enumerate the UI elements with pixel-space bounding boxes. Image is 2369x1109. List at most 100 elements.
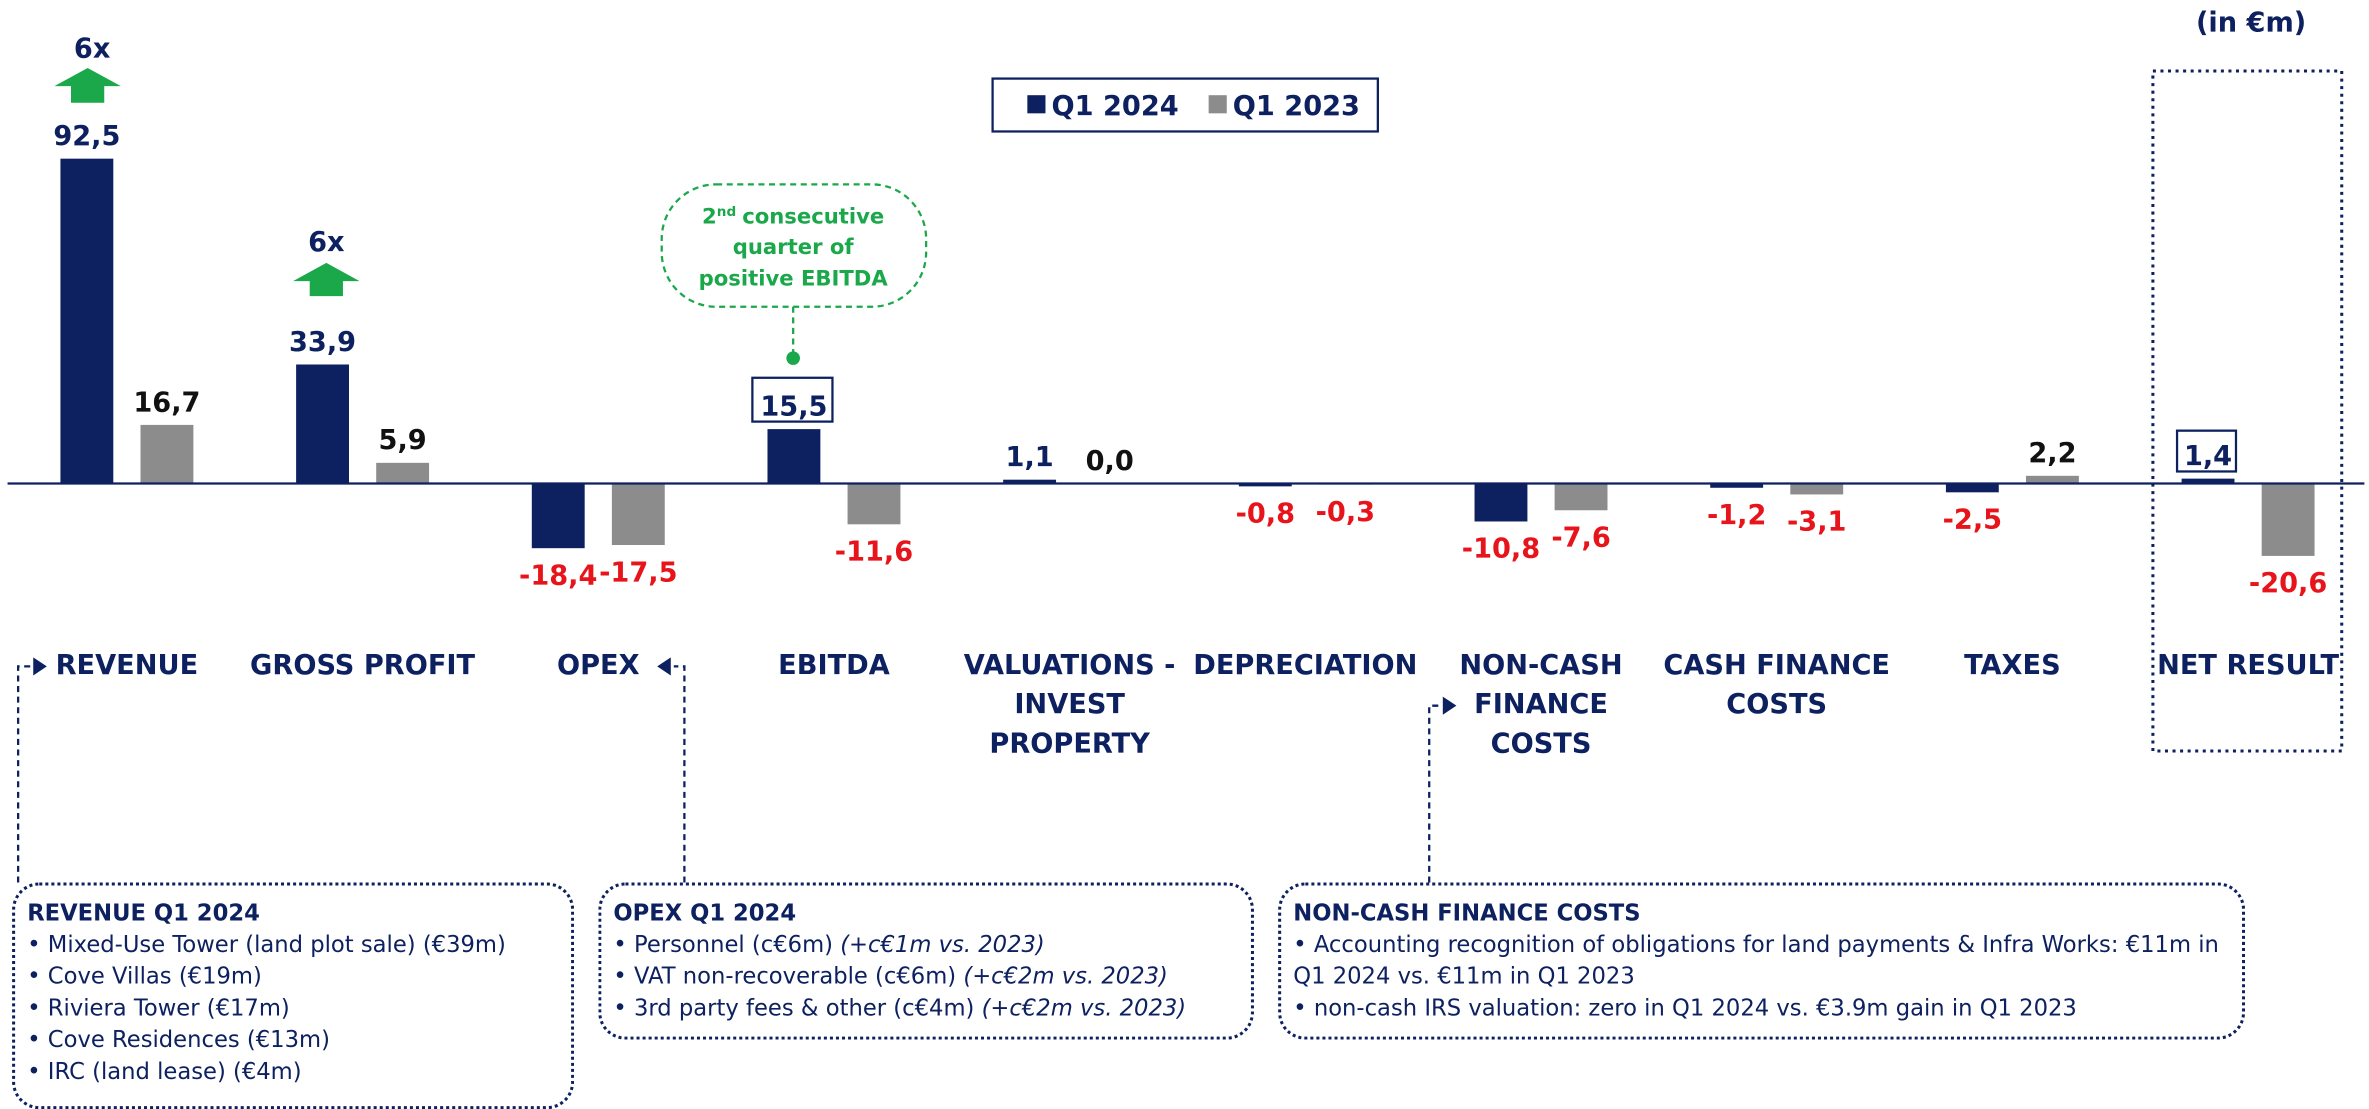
note-item: Accounting recognition of obligations fo… bbox=[1293, 929, 2230, 992]
callout-suffix: nd bbox=[717, 204, 736, 220]
bar bbox=[611, 483, 665, 546]
label-box bbox=[2175, 429, 2238, 473]
note-text: Cove Villas (€19m) bbox=[47, 962, 262, 990]
value-label: 1,4 bbox=[2184, 441, 2232, 472]
callout-ordinal: 2 bbox=[702, 204, 717, 229]
note-box: REVENUE Q1 2024 Mixed-Use Tower (land plo… bbox=[12, 882, 575, 1109]
bar bbox=[1554, 483, 1608, 511]
callout-line: quarter of bbox=[733, 234, 855, 259]
value-label: -1,2 bbox=[1707, 500, 1766, 531]
legend-frame bbox=[991, 77, 1379, 133]
bar bbox=[1790, 483, 1844, 495]
note-box: NON-CASH FINANCE COSTS Accounting recogni… bbox=[1278, 882, 2246, 1040]
note-text: Cove Residences (€13m) bbox=[47, 1026, 330, 1054]
value-label: -11,6 bbox=[835, 537, 913, 568]
legend-label: Q1 2023 bbox=[1233, 91, 1360, 122]
note-item: IRC (land lease) (€4m) bbox=[27, 1056, 559, 1088]
bar bbox=[2181, 478, 2235, 484]
category-label: VALUATIONS - INVEST PROPERTY bbox=[963, 649, 1176, 761]
label-box bbox=[751, 376, 834, 423]
note-comment: (+c€1m vs. 2023) bbox=[840, 930, 1045, 959]
note-text: VAT non-recoverable (c€6m) bbox=[633, 962, 957, 990]
bar bbox=[767, 429, 821, 484]
note-item: Cove Villas (€19m) bbox=[27, 961, 559, 993]
bar bbox=[376, 462, 430, 484]
bar bbox=[60, 158, 114, 484]
value-label: 0,0 bbox=[1086, 446, 1134, 477]
bar bbox=[1003, 479, 1057, 484]
callout-line: positive EBITDA bbox=[699, 266, 889, 291]
bar bbox=[531, 483, 585, 549]
unit-note: (in €m) bbox=[2196, 8, 2306, 39]
bar bbox=[1945, 483, 1999, 493]
note-item: Cove Residences (€13m) bbox=[27, 1025, 559, 1057]
note-item: 3rd party fees & other (c€4m) (+c€2m vs.… bbox=[613, 993, 1238, 1025]
note-comment: (+c€2m vs. 2023) bbox=[963, 962, 1168, 990]
growth-arrow bbox=[54, 67, 121, 103]
note-item: non-cash IRS valuation: zero in Q1 2024 … bbox=[1293, 993, 2230, 1025]
note-comment: (+c€2m vs. 2023) bbox=[981, 994, 1187, 1022]
bar bbox=[140, 424, 194, 484]
note-text: 3rd party fees & other (c€4m) bbox=[633, 994, 975, 1022]
category-label: NON-CASH FINANCE COSTS bbox=[1459, 649, 1623, 761]
note-box: OPEX Q1 2024Personnel (c€6m) (+c€1m vs. … bbox=[598, 882, 1254, 1040]
legend-swatch bbox=[1208, 95, 1227, 114]
value-label: -3,1 bbox=[1787, 507, 1846, 538]
category-label: DEPRECIATION bbox=[1193, 649, 1418, 682]
legend-swatch bbox=[1027, 95, 1046, 114]
growth-badge: 6x bbox=[308, 227, 345, 258]
note-text: Mixed-Use Tower (land plot sale) (€39m) bbox=[47, 930, 506, 959]
note-title: REVENUE Q1 2024 bbox=[27, 899, 260, 927]
note-item: Riviera Tower (€17m) bbox=[27, 993, 559, 1025]
category-label: GROSS PROFIT bbox=[250, 649, 476, 682]
bar bbox=[1710, 483, 1764, 488]
bar bbox=[1474, 483, 1528, 522]
category-label: CASH FINANCE COSTS bbox=[1663, 649, 1891, 721]
value-label: -7,6 bbox=[1551, 523, 1610, 554]
callout-line: consecutive bbox=[742, 204, 884, 229]
value-label: 33,9 bbox=[289, 327, 356, 358]
note-text: non-cash IRS valuation: zero in Q1 2024 … bbox=[1313, 994, 2077, 1022]
bar bbox=[2261, 483, 2315, 556]
value-label: -18,4 bbox=[519, 560, 597, 591]
category-label: TAXES bbox=[1964, 649, 2061, 682]
note-title: OPEX Q1 2024 bbox=[613, 899, 797, 927]
note-text: Personnel (c€6m) bbox=[633, 930, 833, 959]
note-item: Personnel (c€6m) (+c€1m vs. 2023) bbox=[613, 929, 1238, 961]
bar bbox=[296, 364, 349, 484]
value-label: -0,3 bbox=[1316, 497, 1375, 528]
note-title: NON-CASH FINANCE COSTS bbox=[1293, 899, 1641, 927]
category-label: OPEX bbox=[556, 649, 640, 682]
connector-arrow bbox=[1442, 696, 1457, 715]
connector bbox=[16, 665, 31, 883]
value-label: 1,1 bbox=[1006, 442, 1054, 473]
callout-text: 2nd consecutive bbox=[702, 204, 884, 229]
category-label: NET RESULT bbox=[2157, 649, 2340, 682]
bar bbox=[847, 483, 901, 525]
connector-arrow bbox=[33, 657, 47, 676]
note-text: Riviera Tower (€17m) bbox=[47, 994, 290, 1022]
note-text: IRC (land lease) (€4m) bbox=[47, 1057, 302, 1085]
value-label: 16,7 bbox=[133, 387, 200, 418]
connector-arrow bbox=[657, 657, 671, 676]
callout-dot bbox=[786, 351, 800, 365]
legend-label: Q1 2024 bbox=[1052, 91, 1179, 122]
value-label: -20,6 bbox=[2249, 568, 2327, 599]
value-label: -0,8 bbox=[1236, 499, 1295, 530]
bar bbox=[2025, 475, 2079, 484]
note-item: VAT non-recoverable (c€6m) (+c€2m vs. 20… bbox=[613, 961, 1238, 993]
value-label: 5,9 bbox=[379, 425, 427, 456]
value-label: 92,5 bbox=[53, 121, 120, 152]
growth-arrow bbox=[293, 262, 360, 297]
category-label: REVENUE bbox=[55, 649, 199, 682]
category-label: EBITDA bbox=[778, 649, 890, 682]
value-label: -10,8 bbox=[1462, 534, 1540, 565]
value-label: 15,5 bbox=[760, 392, 827, 423]
connector bbox=[1428, 704, 1439, 883]
value-label: -2,5 bbox=[1943, 505, 2002, 536]
growth-badge: 6x bbox=[74, 33, 111, 64]
connector bbox=[673, 665, 686, 883]
